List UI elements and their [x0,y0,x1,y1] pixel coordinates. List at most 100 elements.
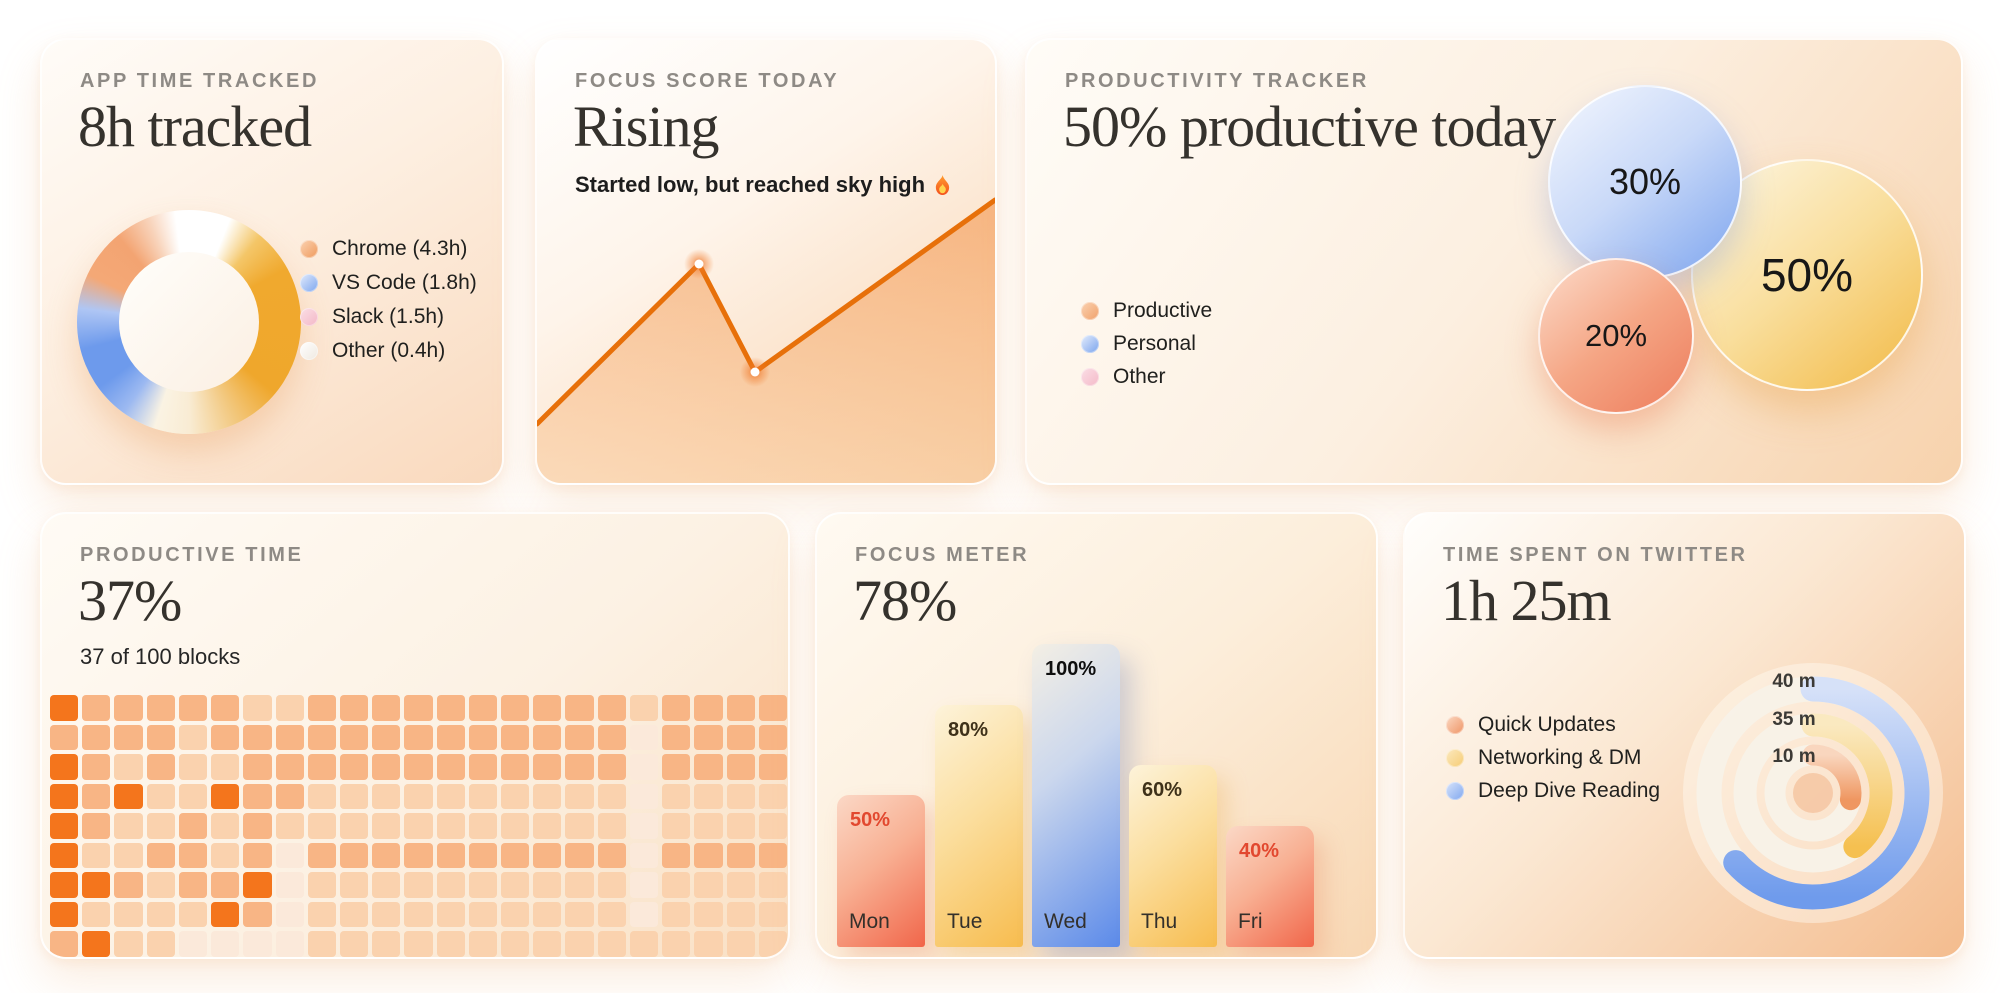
waffle-cell [82,695,111,721]
bar-day-label: Mon [849,910,890,933]
waffle-cell [565,724,594,751]
waffle-cell [243,931,272,957]
legend-label: Other (0.4h) [332,339,446,362]
waffle-cell [275,754,304,780]
card-focus-score: FOCUS SCORE TODAY Rising Started low, bu… [535,38,997,485]
waffle-cell [597,901,626,928]
waffle-cell [339,754,369,780]
waffle-cell [146,724,175,751]
waffle-cell [243,872,272,898]
waffle-cell [662,842,691,869]
waffle-cell [565,754,594,780]
waffle-cell [436,754,465,780]
bar-value-label: 50% [850,809,891,831]
waffle-cell [629,813,659,839]
bar-day-label: Tue [947,910,983,933]
waffle-cell [404,695,433,721]
card-app-time-tracked: APP TIME TRACKED 8h tracked Chrome (4.3h… [40,38,504,485]
waffle-cell [114,931,143,957]
waffle-cell [694,872,723,898]
waffle-cell [50,931,79,957]
waffle-cell [501,931,530,957]
waffle-cell [82,813,111,839]
waffle-cell [501,901,530,928]
waffle-cell [597,724,626,751]
waffle-cell [146,931,175,957]
waffle-cell [726,695,755,721]
productive-time-waffle-chart [50,695,787,957]
waffle-cell [146,754,175,780]
waffle-cell [211,754,240,780]
waffle-cell [726,842,755,869]
legend-item: Slack (1.5h) [300,305,477,328]
waffle-cell [533,813,562,839]
waffle-cell [178,783,208,810]
waffle-cell [114,901,143,928]
waffle-cell [50,842,79,869]
waffle-cell [468,842,498,869]
waffle-cell [501,724,530,751]
waffle-cell [436,931,465,957]
waffle-cell [436,901,465,928]
waffle-cell [275,813,304,839]
waffle-cell [758,872,787,898]
waffle-cell [339,872,369,898]
waffle-cell [726,783,755,810]
card-title: PRODUCTIVITY TRACKER [1065,70,1369,92]
card-focus-meter: FOCUS METER 78% 50% Mon 80% Tue 100% Wed 60% Th… [815,512,1378,959]
waffle-cell [436,783,465,810]
waffle-cell [565,872,594,898]
waffle-cell [146,695,175,721]
waffle-cell [629,872,659,898]
bubble-30pct: 30% [1548,85,1742,279]
waffle-cell [82,754,111,780]
waffle-cell [726,754,755,780]
waffle-cell [436,724,465,751]
waffle-cell [275,783,304,810]
waffle-cell [758,695,787,721]
legend-label: Networking & DM [1478,746,1642,769]
waffle-cell [275,872,304,898]
waffle-cell [597,695,626,721]
waffle-cell [82,783,111,810]
waffle-cell [211,842,240,869]
waffle-cell [307,931,336,957]
waffle-cell [694,931,723,957]
legend-item: Personal [1081,332,1212,355]
waffle-cell [533,842,562,869]
waffle-cell [307,813,336,839]
waffle-cell [339,813,369,839]
waffle-cell [533,695,562,721]
waffle-cell [372,754,401,780]
waffle-cell [629,783,659,810]
legend-label: Productive [1113,299,1213,322]
waffle-cell [758,842,787,869]
waffle-cell [404,842,433,869]
waffle-cell [662,724,691,751]
waffle-cell [50,813,79,839]
waffle-cell [178,813,208,839]
bar-mon: 50% Mon [837,795,925,947]
waffle-cell [372,842,401,869]
waffle-cell [339,783,369,810]
ring-minutes-label: 10 m [1772,746,1816,767]
legend-label: Deep Dive Reading [1478,779,1661,802]
legend-item: Other [1081,365,1212,388]
waffle-cell [468,754,498,780]
waffle-cell [146,872,175,898]
card-title: FOCUS SCORE TODAY [575,70,840,92]
legend-dot-icon [1446,749,1464,767]
legend-dot-icon [300,342,318,360]
legend-label: Other [1113,365,1166,388]
twitter-legend: Quick Updates Networking & DM Deep Dive Re… [1446,713,1661,802]
waffle-cell [372,695,401,721]
waffle-cell [82,872,111,898]
waffle-cell [758,901,787,928]
waffle-cell [114,842,143,869]
waffle-cell [501,872,530,898]
bar-thu: 60% Thu [1129,765,1217,947]
waffle-cell [468,724,498,751]
waffle-cell [339,901,369,928]
waffle-cell [629,901,659,928]
